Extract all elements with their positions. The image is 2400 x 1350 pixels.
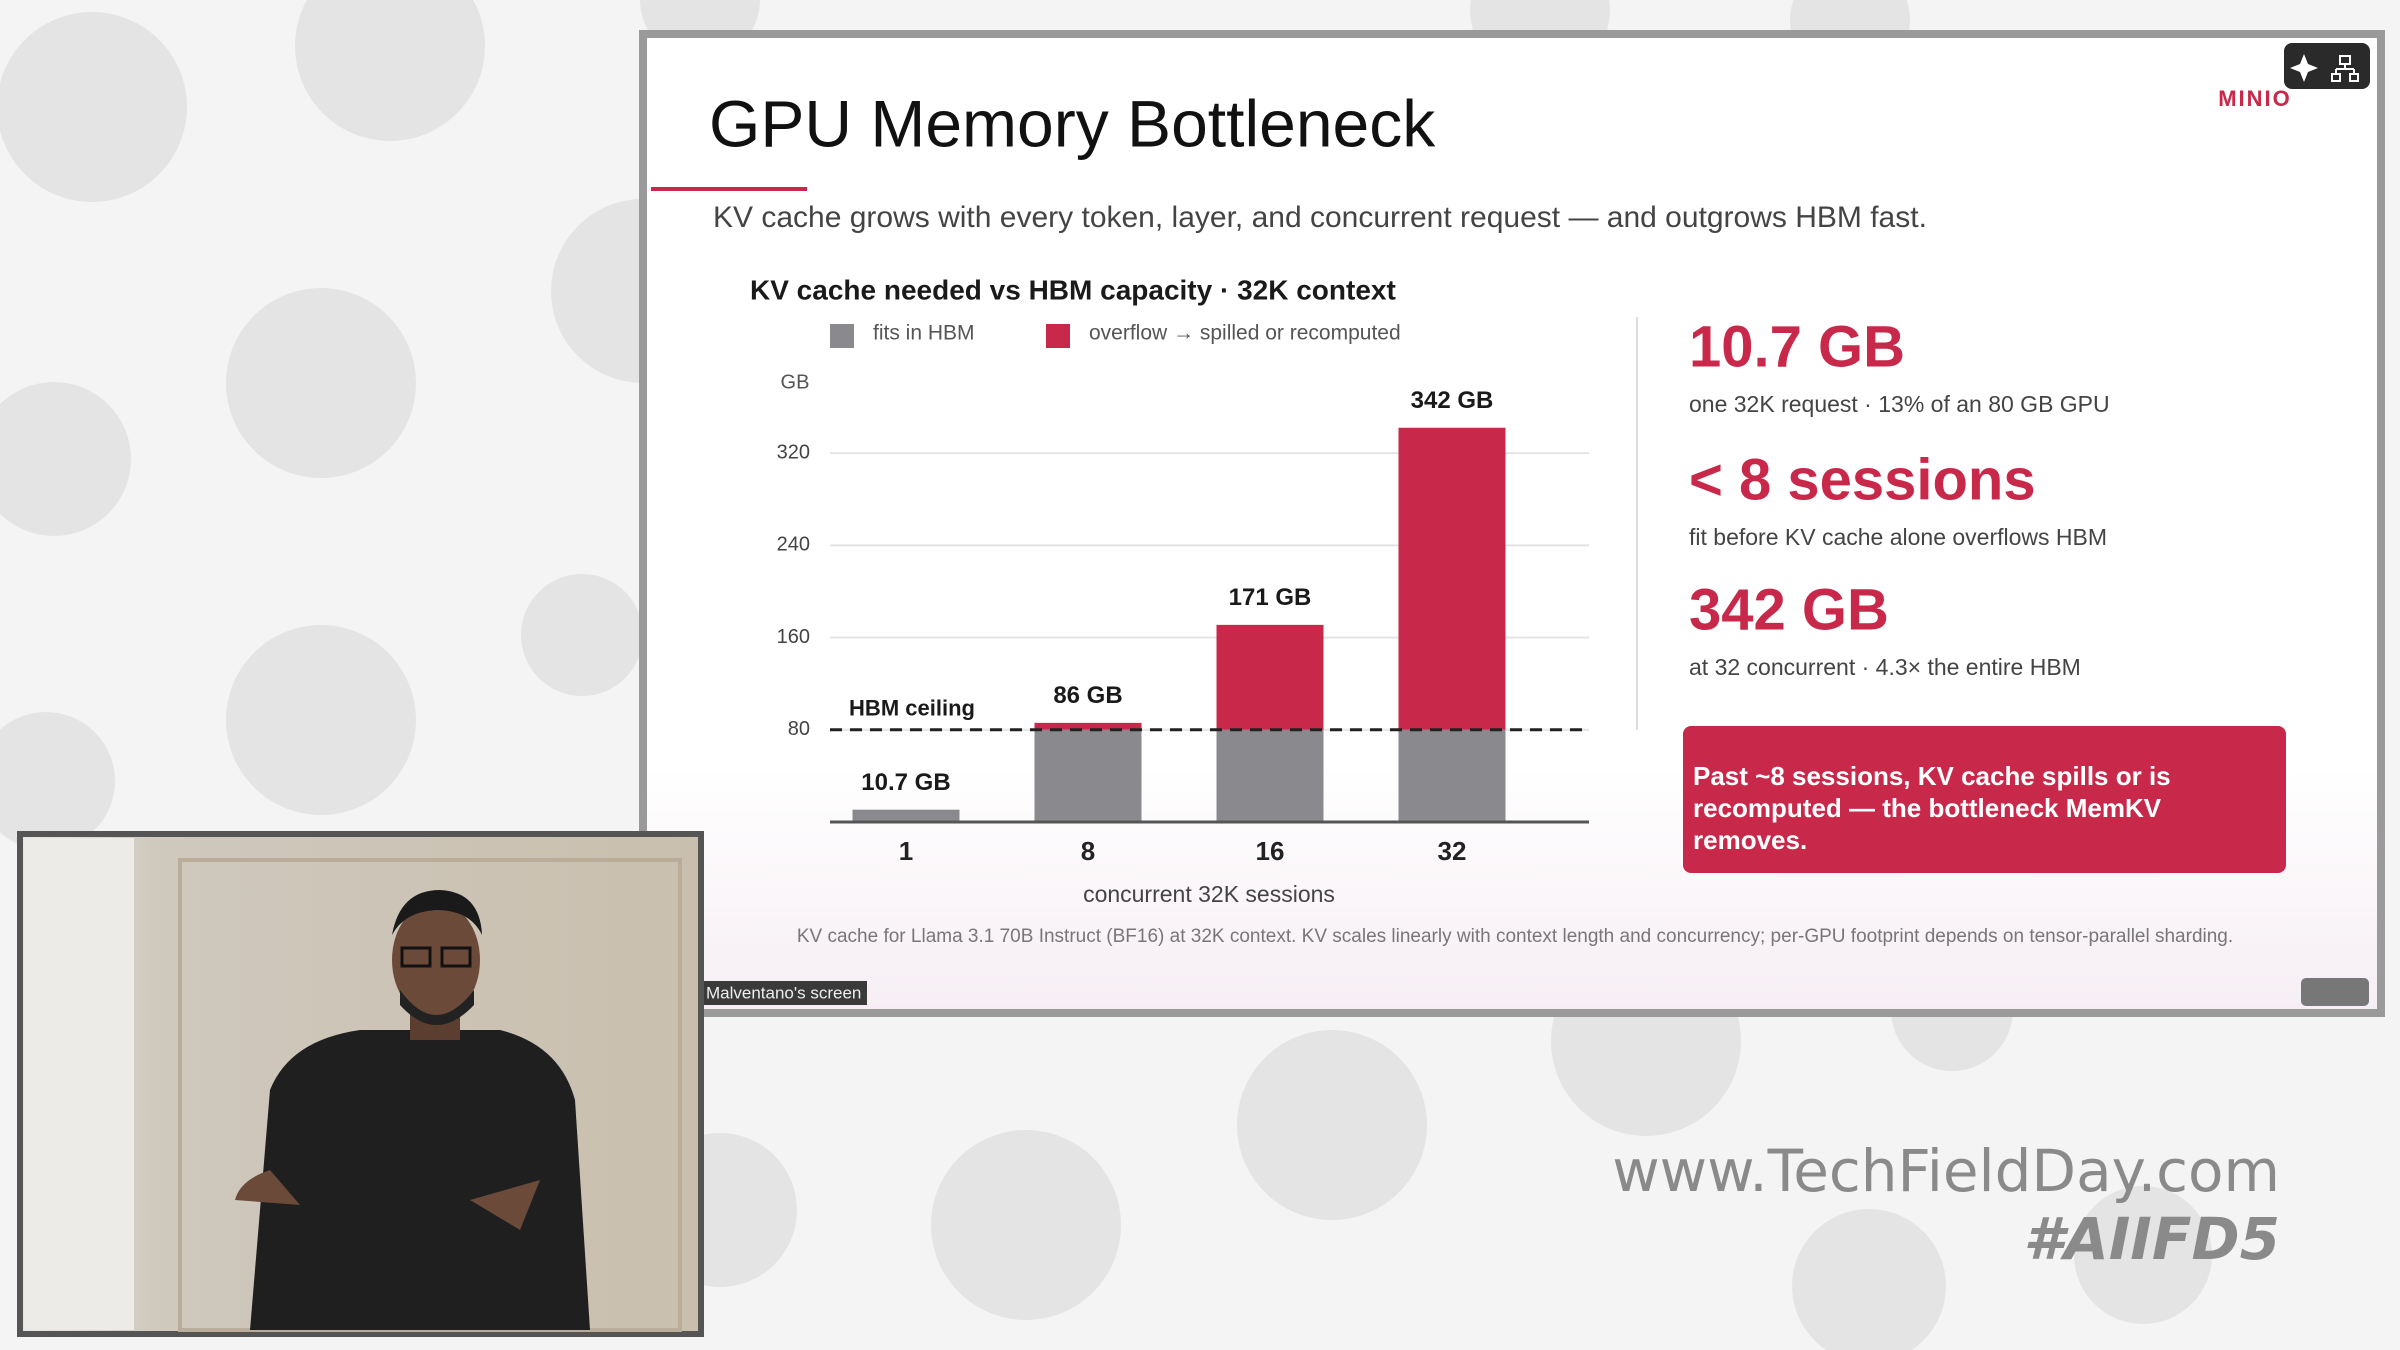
total-label: 86 GB: [1053, 682, 1122, 709]
y-tick-label: 240: [777, 534, 810, 556]
slide-title: GPU Memory Bottleneck: [709, 86, 1436, 160]
org-chart-icon[interactable]: [2331, 55, 2359, 82]
y-axis-unit: GB: [781, 371, 810, 393]
callout-text: Past ~8 sessions, KV cache spills or is …: [1693, 761, 2171, 855]
reference-label: HBM ceiling: [849, 696, 975, 721]
watermark-url: www.TechFieldDay.com: [1612, 1137, 2280, 1205]
bar-segment: [1216, 624, 1324, 730]
stat-value: 10.7 GB: [1689, 314, 1905, 379]
chart-title: KV cache needed vs HBM capacity · 32K co…: [750, 274, 1396, 305]
logo: MINIO: [2218, 86, 2292, 111]
total-label: 342 GB: [1411, 387, 1494, 414]
background-circle: [0, 382, 131, 536]
legend-swatch: [830, 324, 854, 348]
total-label: 171 GB: [1229, 584, 1312, 611]
x-tick-label: 16: [1256, 836, 1285, 866]
slide-subtitle: KV cache grows with every token, layer, …: [713, 201, 1927, 234]
bar-segment: [852, 809, 960, 822]
legend-label: overflow → spilled or recomputed: [1089, 322, 1401, 345]
bar-segment: [1216, 729, 1324, 822]
bar-segment: [1398, 729, 1506, 822]
stat-caption: fit before KV cache alone overflows HBM: [1689, 524, 2107, 550]
y-tick-label: 80: [788, 718, 810, 740]
sparkle-icon[interactable]: [2290, 54, 2318, 82]
background-circle: [521, 574, 643, 696]
footnote: KV cache for Llama 3.1 70B Instruct (BF1…: [797, 926, 2233, 947]
stat-caption: one 32K request · 13% of an 80 GB GPU: [1689, 391, 2110, 417]
callout-box: [1683, 726, 2286, 873]
watermark-hashtag: #AIIFD5: [2023, 1205, 2280, 1273]
background-circle: [0, 712, 115, 850]
background-circle: [226, 625, 416, 815]
screen-label-box: [703, 981, 867, 1005]
stat-value: 342 GB: [1689, 577, 1889, 642]
x-axis-title: concurrent 32K sessions: [1083, 881, 1335, 907]
stat-caption: at 32 concurrent · 4.3× the entire HBM: [1689, 654, 2081, 680]
background-circle: [295, 0, 485, 141]
total-label: 10.7 GB: [861, 769, 950, 796]
bar-segment: [1034, 729, 1142, 822]
background-circle: [931, 1130, 1121, 1320]
legend-swatch: [1046, 324, 1070, 348]
bar-segment: [1034, 722, 1142, 730]
stat-value: < 8 sessions: [1689, 447, 2036, 512]
y-tick-label: 160: [777, 626, 810, 648]
x-tick-label: 8: [1081, 836, 1095, 866]
y-tick-label: 320: [777, 441, 810, 463]
background-circle: [1237, 1030, 1427, 1220]
background-circle: [1792, 1209, 1946, 1350]
legend-label: fits in HBM: [873, 322, 975, 345]
webcam: [17, 831, 704, 1337]
background-circle: [226, 288, 416, 478]
x-tick-label: 1: [899, 836, 913, 866]
background-circle: [2074, 1186, 2212, 1324]
accent-line: [651, 187, 807, 191]
screen-label: Malventano's screen: [706, 983, 861, 1002]
participants-badge[interactable]: [2301, 978, 2369, 1006]
bar-segment: [1398, 427, 1506, 730]
x-tick-label: 32: [1438, 836, 1467, 866]
background-circle: [0, 12, 187, 202]
